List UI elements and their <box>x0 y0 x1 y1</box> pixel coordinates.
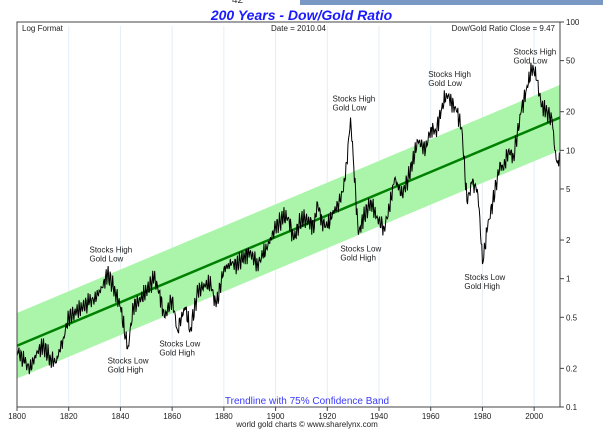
y-tick-label: 50 <box>566 57 575 66</box>
x-tick-label: 1820 <box>60 412 78 421</box>
annotation: Stocks High <box>90 246 133 255</box>
band-label: Trendline with 75% Confidence Band <box>225 396 389 407</box>
y-tick-label: 10 <box>566 146 575 155</box>
subtitle-right: Dow/Gold Ratio Close = 9.47 <box>452 24 556 33</box>
y-tick-label: 0.5 <box>566 313 578 322</box>
annotation: Gold Low <box>90 255 124 264</box>
y-tick-label: 20 <box>566 108 575 117</box>
credit: world gold charts © www.sharelynx.com <box>235 420 378 429</box>
y-tick-label: 5 <box>566 185 571 194</box>
annotation: Gold High <box>340 253 376 262</box>
annotation: Stocks Low <box>464 273 505 282</box>
annotation: Gold Low <box>333 104 367 113</box>
ratio-line <box>16 62 561 375</box>
annotation: Gold High <box>159 349 195 358</box>
x-tick-label: 2000 <box>525 412 543 421</box>
annotation: Stocks High <box>428 70 471 79</box>
chart-title: 200 Years - Dow/Gold Ratio <box>210 7 393 23</box>
x-tick-label: 1900 <box>267 412 285 421</box>
top-number: 42 <box>232 0 244 6</box>
y-tick-label: 0.1 <box>566 403 578 412</box>
annotation: Stocks High <box>333 95 376 104</box>
annotation: Gold High <box>108 366 144 375</box>
annotation: Gold High <box>464 282 500 291</box>
y-tick-label: 0.2 <box>566 364 578 373</box>
annotation: Stocks Low <box>108 357 149 366</box>
x-tick-label: 1980 <box>474 412 492 421</box>
annotation: Stocks Low <box>159 340 200 349</box>
y-tick-label: 100 <box>566 18 580 27</box>
subtitle-center: Date = 2010.04 <box>271 24 326 33</box>
y-tick-label: 2 <box>566 236 571 245</box>
x-tick-label: 1960 <box>422 412 440 421</box>
annotation: Gold Low <box>514 56 548 65</box>
x-tick-label: 1860 <box>163 412 181 421</box>
trendline <box>16 116 561 347</box>
y-tick-label: 1 <box>566 275 571 284</box>
plot-frame <box>16 21 561 408</box>
annotation: Stocks High <box>514 47 557 56</box>
window-bar <box>300 0 603 5</box>
x-tick-label: 1800 <box>8 412 26 421</box>
x-tick-label: 1940 <box>370 412 388 421</box>
x-tick-label: 1880 <box>215 412 233 421</box>
x-tick-label: 1840 <box>112 412 130 421</box>
annotation: Stocks Low <box>340 244 381 253</box>
x-tick-label: 1920 <box>318 412 336 421</box>
annotation: Gold Low <box>428 79 462 88</box>
subtitle-left: Log Format <box>22 24 64 33</box>
